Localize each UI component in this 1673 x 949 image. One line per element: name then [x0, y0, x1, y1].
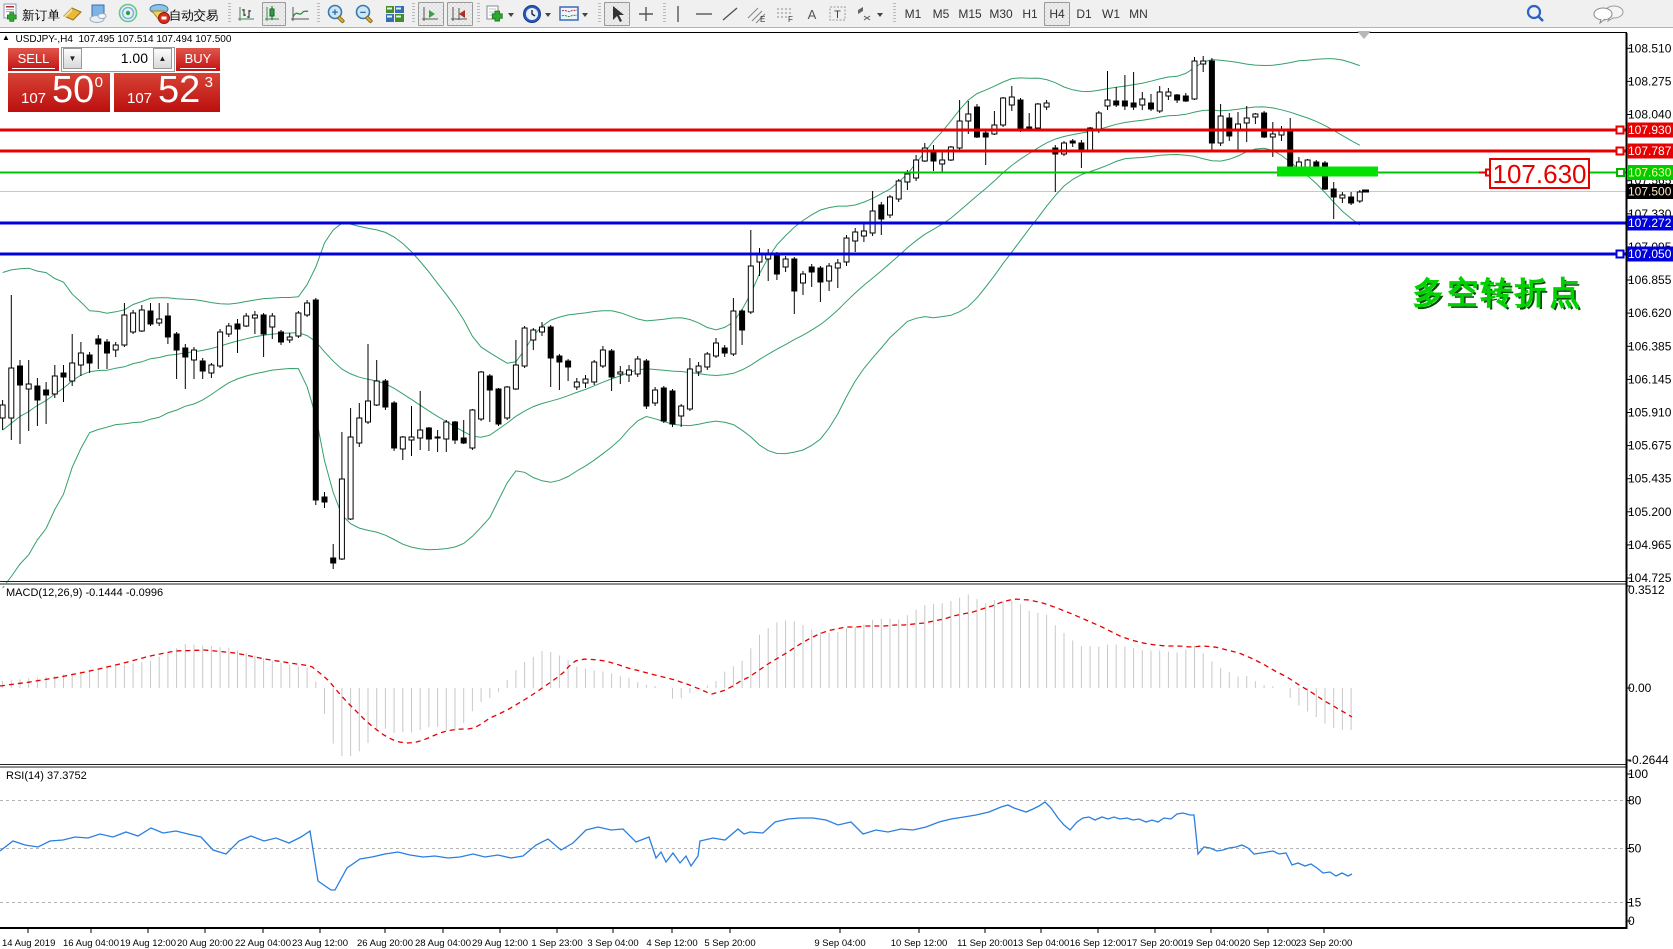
- svg-text:106.145: 106.145: [1628, 372, 1672, 386]
- svg-text:22 Aug 04:00: 22 Aug 04:00: [235, 938, 291, 949]
- svg-text:28 Aug 04:00: 28 Aug 04:00: [415, 938, 471, 949]
- svg-text:F: F: [788, 15, 793, 24]
- svg-text:23 Sep 20:00: 23 Sep 20:00: [1296, 938, 1353, 949]
- svg-text:A: A: [808, 7, 817, 22]
- svg-text:50: 50: [1628, 842, 1642, 856]
- svg-text:29 Aug 12:00: 29 Aug 12:00: [472, 938, 528, 949]
- svg-text:105.675: 105.675: [1628, 439, 1672, 453]
- svg-text:0: 0: [1628, 914, 1635, 928]
- svg-text:105.200: 105.200: [1628, 505, 1672, 519]
- svg-text:107.500: 107.500: [1628, 185, 1672, 199]
- svg-text:20 Aug 20:00: 20 Aug 20:00: [177, 938, 233, 949]
- svg-text:16 Aug 04:00: 16 Aug 04:00: [63, 938, 119, 949]
- svg-text:4 Sep 12:00: 4 Sep 12:00: [646, 938, 697, 949]
- svg-text:RSI(14) 37.3752: RSI(14) 37.3752: [6, 770, 87, 782]
- svg-text:19 Sep 04:00: 19 Sep 04:00: [1183, 938, 1240, 949]
- svg-text:3 Sep 04:00: 3 Sep 04:00: [587, 938, 638, 949]
- svg-text:106.620: 106.620: [1628, 306, 1672, 320]
- svg-text:106.385: 106.385: [1628, 339, 1672, 353]
- svg-text:9 Sep 04:00: 9 Sep 04:00: [814, 938, 865, 949]
- svg-text:-0.2644: -0.2644: [1628, 753, 1669, 767]
- svg-text:14 Aug 2019: 14 Aug 2019: [2, 938, 55, 949]
- svg-text:80: 80: [1628, 794, 1642, 808]
- svg-text:13 Sep 04:00: 13 Sep 04:00: [1013, 938, 1070, 949]
- svg-text:0.00: 0.00: [1628, 681, 1652, 695]
- svg-text:1 Sep 23:00: 1 Sep 23:00: [531, 938, 582, 949]
- svg-text:E: E: [760, 15, 765, 24]
- svg-text:19 Aug 12:00: 19 Aug 12:00: [120, 938, 176, 949]
- svg-text:26 Aug 20:00: 26 Aug 20:00: [357, 938, 413, 949]
- svg-text:100: 100: [1628, 767, 1648, 781]
- svg-text:23 Aug 12:00: 23 Aug 12:00: [292, 938, 348, 949]
- svg-text:0.3512: 0.3512: [1628, 583, 1665, 597]
- svg-text:T: T: [834, 9, 841, 21]
- svg-text:108.275: 108.275: [1628, 74, 1672, 88]
- svg-text:15: 15: [1628, 896, 1642, 910]
- svg-text:108.510: 108.510: [1628, 41, 1672, 55]
- svg-text:20 Sep 12:00: 20 Sep 12:00: [1240, 938, 1297, 949]
- svg-text:11 Sep 20:00: 11 Sep 20:00: [957, 938, 1013, 949]
- svg-text:106.855: 106.855: [1628, 273, 1672, 287]
- svg-text:108.040: 108.040: [1628, 108, 1672, 122]
- svg-text:5 Sep 20:00: 5 Sep 20:00: [704, 938, 755, 949]
- svg-text:104.725: 104.725: [1628, 571, 1672, 585]
- svg-text:MACD(12,26,9) -0.1444 -0.0996: MACD(12,26,9) -0.1444 -0.0996: [6, 587, 163, 599]
- svg-text:107.930: 107.930: [1628, 123, 1672, 137]
- svg-text:105.910: 105.910: [1628, 406, 1672, 420]
- svg-text:104.965: 104.965: [1628, 538, 1672, 552]
- svg-text:16 Sep 12:00: 16 Sep 12:00: [1070, 938, 1127, 949]
- svg-text:10 Sep 12:00: 10 Sep 12:00: [891, 938, 948, 949]
- svg-text:17 Sep 20:00: 17 Sep 20:00: [1127, 938, 1184, 949]
- svg-text:−: −: [359, 7, 365, 19]
- svg-text:+: +: [331, 7, 337, 19]
- svg-text:107.630: 107.630: [1628, 166, 1672, 180]
- svg-text:107.272: 107.272: [1628, 216, 1672, 230]
- svg-text:107.787: 107.787: [1628, 144, 1672, 158]
- svg-text:105.435: 105.435: [1628, 472, 1672, 486]
- svg-text:107.050: 107.050: [1628, 247, 1672, 261]
